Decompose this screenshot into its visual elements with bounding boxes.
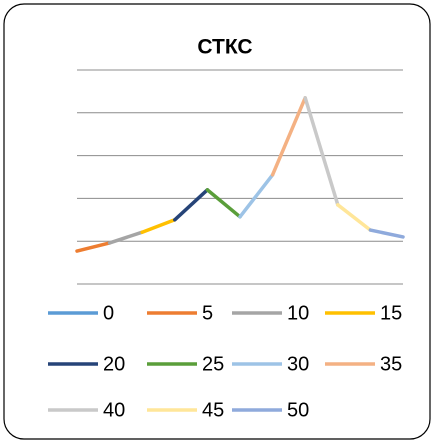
- legend-label: 50: [287, 399, 309, 421]
- legend-label: 15: [380, 302, 402, 324]
- line-series: [270, 96, 307, 177]
- line-series: [140, 218, 177, 234]
- legend-label: 20: [103, 353, 125, 375]
- line-series: [205, 188, 242, 219]
- line-series: [336, 203, 373, 232]
- legend-label: 30: [287, 353, 309, 375]
- line-series: [303, 96, 340, 207]
- line-series: [75, 241, 112, 253]
- legend-label: 5: [202, 302, 213, 324]
- legend-label: 35: [380, 353, 402, 375]
- legend-label: 40: [103, 399, 125, 421]
- legend-label: 10: [287, 302, 309, 324]
- legend-label: 45: [202, 399, 224, 421]
- line-series: [173, 188, 210, 222]
- legend-label: 0: [103, 302, 114, 324]
- chart-title: СТКС: [197, 36, 252, 59]
- line-series: [238, 173, 275, 219]
- legend-label: 25: [202, 353, 224, 375]
- line-series: [368, 228, 405, 239]
- line-series: [107, 230, 144, 245]
